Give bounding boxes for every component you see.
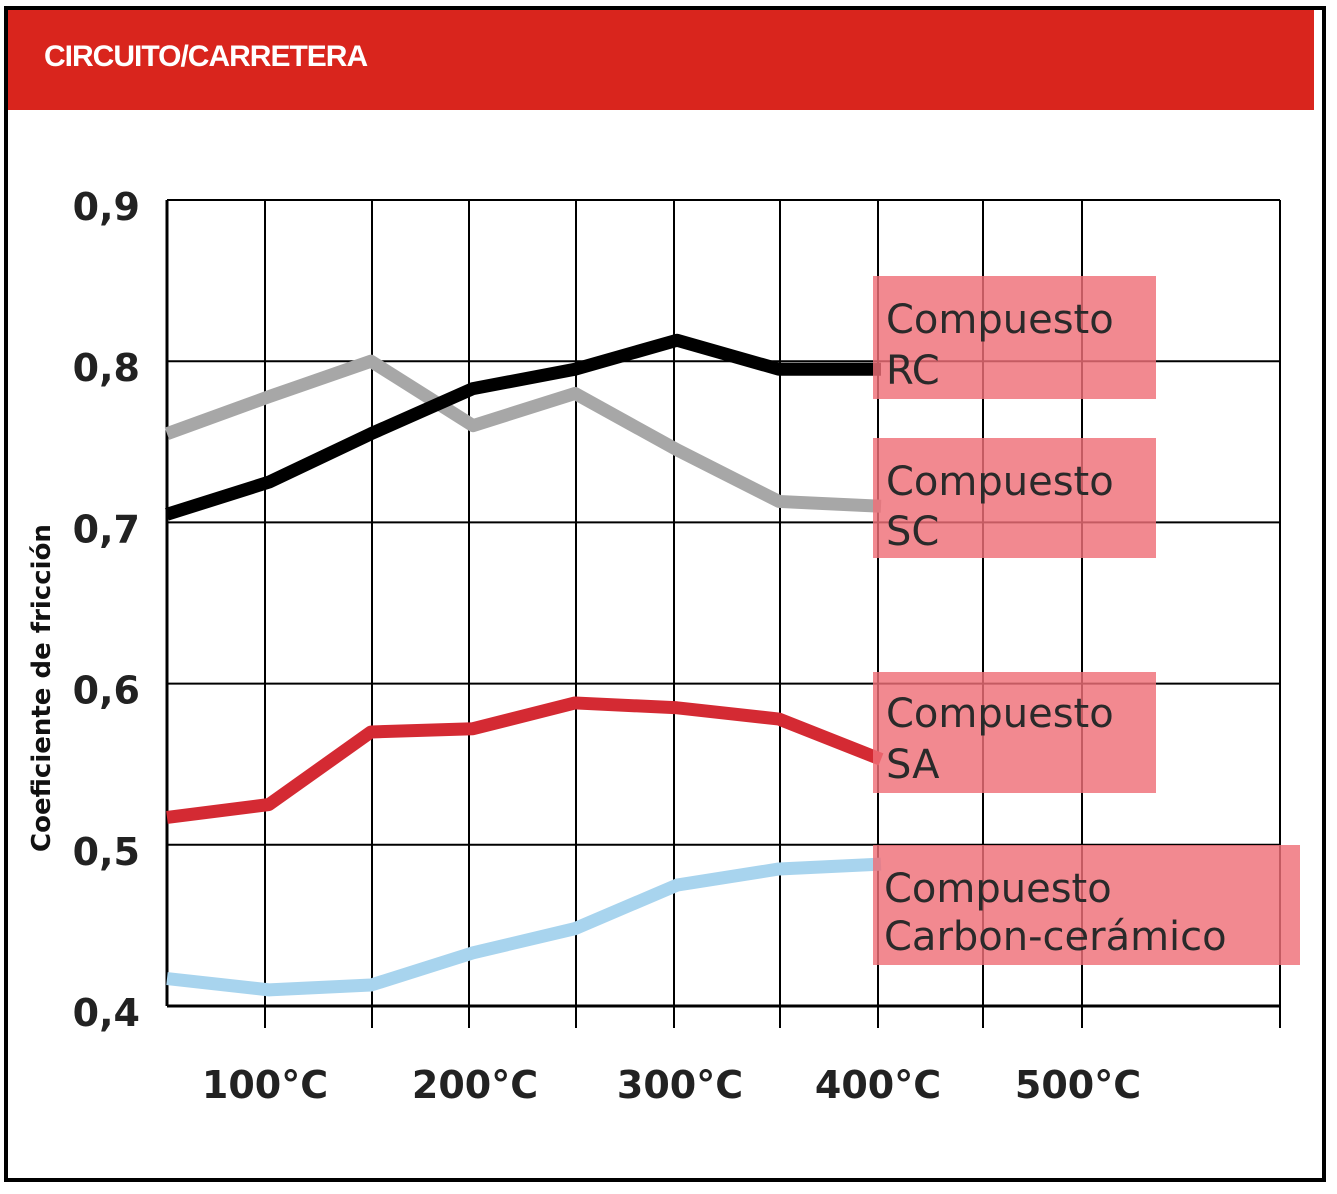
y-tick-labels: 0,9 0,8 0,7 0,6 0,5 0,4: [73, 185, 140, 1035]
series-label-line1: Compuesto: [886, 691, 1114, 737]
y-tick-label: 0,8: [73, 346, 140, 390]
series-label-bg: [873, 672, 1156, 793]
series-line-rc: [165, 333, 881, 521]
y-tick-label: 0,9: [73, 185, 140, 229]
series-label-sa: Compuesto SA: [873, 672, 1156, 793]
series-label-rc: Compuesto RC: [873, 276, 1156, 399]
series-label-line1: Compuesto: [884, 866, 1112, 912]
y-tick-label: 0,6: [73, 669, 140, 713]
series-label-bg: [873, 276, 1156, 399]
x-tick-label: 200°C: [412, 1063, 538, 1107]
series-line-sa: [166, 696, 884, 824]
x-tick-label: 100°C: [202, 1063, 328, 1107]
y-axis-label: Coeficiente de fricción: [27, 524, 57, 852]
series-label-bg: [873, 438, 1156, 558]
x-tick-labels: 100°C 200°C 300°C 400°C 500°C: [202, 1063, 1141, 1107]
series-lines: [164, 333, 884, 997]
series-label-line2: SC: [886, 509, 939, 555]
series-label-bg: [873, 845, 1300, 965]
chart-header: CIRCUITO/CARRETERA: [8, 10, 1314, 110]
series-label-line2: RC: [886, 348, 940, 394]
series-line-sc: [164, 354, 882, 513]
series-label-line1: Compuesto: [886, 297, 1114, 343]
header-title: CIRCUITO/CARRETERA: [44, 40, 368, 73]
y-tick-label: 0,5: [73, 830, 140, 874]
x-tick-label: 400°C: [815, 1063, 941, 1107]
series-label-line1: Compuesto: [886, 459, 1114, 505]
series-label-line2: SA: [886, 742, 940, 788]
series-label-line2: Carbon-cerámico: [884, 914, 1227, 960]
y-tick-label: 0,4: [73, 991, 140, 1035]
x-tick-label: 500°C: [1015, 1063, 1141, 1107]
y-tick-label: 0,7: [73, 507, 140, 551]
series-labels: CompuestoRCCompuestoSCCompuestoSACompues…: [873, 276, 1300, 965]
x-tick-label: 300°C: [617, 1063, 743, 1107]
series-line-cc: [166, 857, 882, 997]
